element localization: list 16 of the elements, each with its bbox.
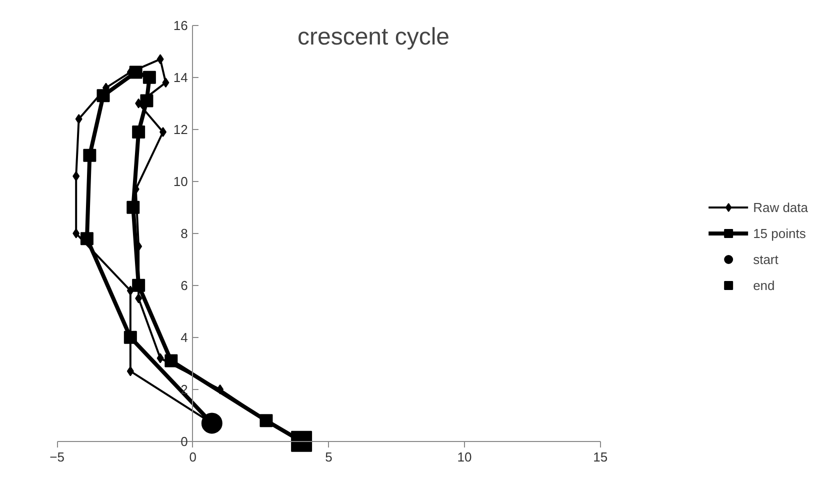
y-tick-label: 10 (173, 174, 188, 189)
legend-label: Raw data (753, 200, 808, 214)
legend-label: end (753, 278, 775, 292)
y-tick-label: 6 (180, 278, 188, 293)
legend-label: 15 points (753, 226, 806, 240)
x-tick-label: −5 (50, 449, 64, 464)
x-tick-label: 10 (457, 449, 472, 464)
y-tick-label: 14 (173, 70, 188, 85)
x-tick-label: 15 (593, 449, 608, 464)
x-tick-label: 5 (325, 449, 332, 464)
chart-title: crescent cycle (297, 24, 450, 50)
legend-label: start (753, 252, 778, 266)
y-tick-label: 16 (173, 18, 188, 33)
y-tick-label: 8 (180, 226, 188, 241)
y-tick-label: 4 (180, 330, 188, 345)
y-tick-label: 12 (173, 122, 188, 137)
